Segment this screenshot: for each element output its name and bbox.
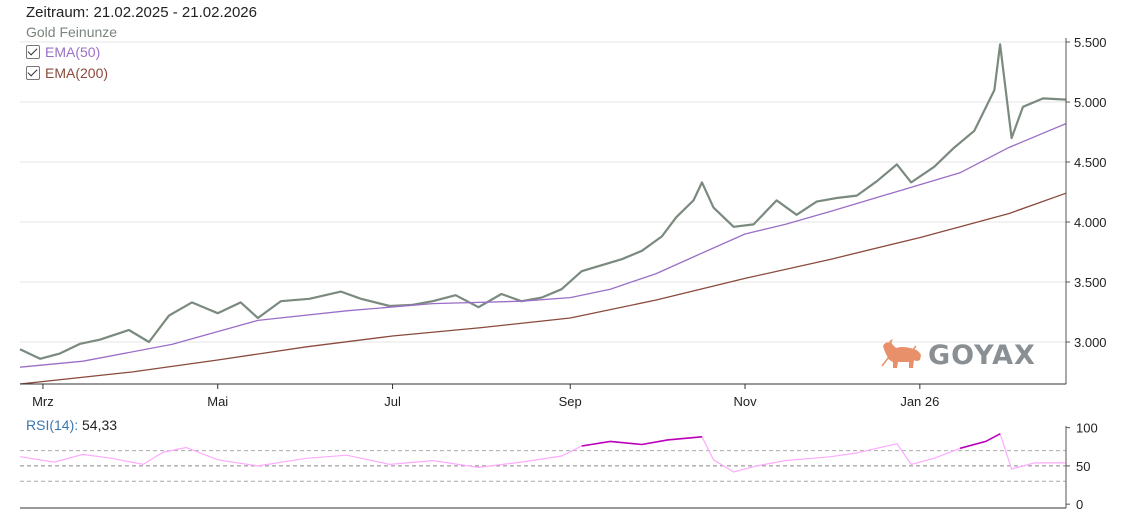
rsi-grid — [20, 450, 1066, 482]
bull-icon — [881, 339, 921, 368]
x-tick-label: Mrz — [32, 394, 54, 409]
price-series-group — [19, 43, 1067, 385]
rsi-y-tick-label: 50 — [1076, 459, 1090, 474]
rsi-y-tick-label: 0 — [1076, 497, 1083, 512]
rsi-label: RSI(14): 54,33 — [26, 417, 118, 433]
instrument-label: Gold Feinunze — [26, 24, 118, 40]
logo-text: GOYAX — [928, 339, 1036, 371]
ema200-label: EMA(200) — [45, 65, 109, 81]
rsi-name: RSI(14) — [26, 417, 75, 433]
legend-ema50[interactable]: EMA(50) — [26, 44, 100, 60]
rsi-overbought-segment — [959, 433, 1001, 450]
x-tick-label: Sep — [559, 394, 582, 409]
y-tick-label: 4.000 — [1074, 215, 1107, 230]
rsi-value: 54,33 — [82, 417, 118, 433]
ema50-label: EMA(50) — [45, 44, 101, 60]
legend-ema200[interactable]: EMA(200) — [26, 65, 108, 81]
x-tick-label: Nov — [733, 394, 757, 409]
y-tick-label: 5.000 — [1074, 95, 1107, 110]
price-axes: 3.000 3.500 4.000 4.500 5.000 5.500 Mrz Mai Jul S… — [20, 35, 1107, 409]
ema200-line — [19, 192, 1067, 385]
x-tick-label: Jul — [384, 394, 401, 409]
ema50-line — [19, 123, 1067, 368]
goyax-logo: GOYAX — [880, 338, 1036, 372]
x-tick-label: Jan 26 — [900, 394, 939, 409]
y-tick-label: 3.000 — [1074, 335, 1107, 350]
rsi-y-tick-label: 100 — [1076, 421, 1098, 436]
y-tick-label: 5.500 — [1074, 35, 1107, 50]
rsi-axes: 0 50 100 — [20, 421, 1098, 512]
y-tick-label: 4.500 — [1074, 155, 1107, 170]
rsi-series-group — [19, 432, 1066, 473]
period-label: Zeitraum: 21.02.2025 - 21.02.2026 — [26, 4, 257, 21]
y-tick-label: 3.500 — [1074, 275, 1107, 290]
price-line — [19, 43, 1067, 360]
x-tick-label: Mai — [207, 394, 228, 409]
ema200-checkbox[interactable] — [26, 66, 40, 80]
ema50-checkbox[interactable] — [26, 45, 40, 59]
rsi-overbought-segment — [581, 436, 703, 447]
